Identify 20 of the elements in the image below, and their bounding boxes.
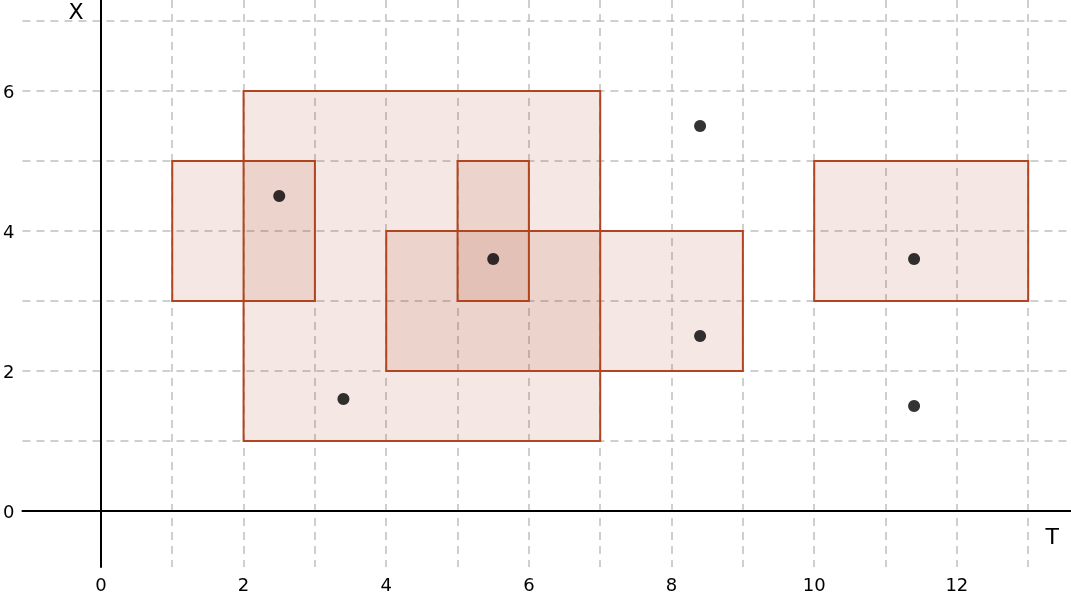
y-axis-title: X — [68, 0, 84, 24]
point — [694, 120, 707, 132]
x-tick-label: 2 — [237, 573, 250, 593]
point — [273, 190, 286, 202]
point — [908, 253, 921, 265]
x-tick-label: 4 — [380, 573, 392, 593]
x-tick-label: 0 — [95, 573, 107, 593]
x-tick-label: 12 — [945, 573, 969, 593]
x-tick-label: 6 — [523, 573, 535, 593]
point — [694, 330, 707, 342]
x-axis-title: T — [1044, 523, 1060, 549]
x-tick-label: 8 — [665, 573, 678, 593]
y-tick-label: 6 — [3, 80, 15, 102]
point — [908, 400, 921, 412]
point — [487, 253, 500, 265]
y-tick-label: 4 — [3, 220, 15, 242]
y-tick-label: 0 — [3, 500, 15, 522]
y-tick-label: 2 — [3, 360, 15, 382]
x-tick-label: 10 — [802, 573, 826, 593]
point — [337, 393, 350, 405]
